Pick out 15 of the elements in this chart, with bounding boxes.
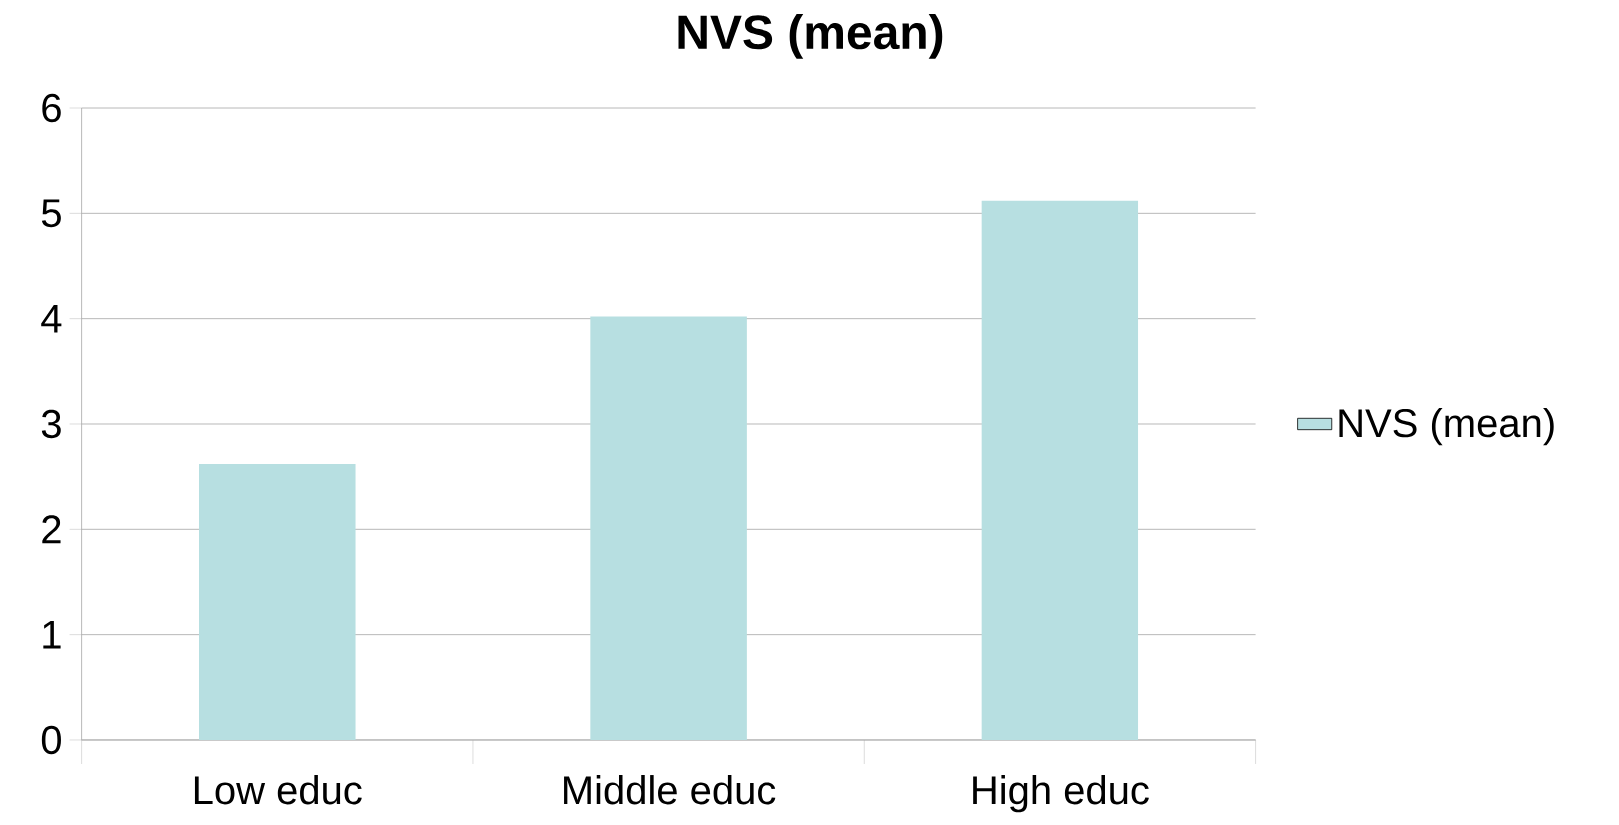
y-tick-label: 1 — [43, 620, 61, 649]
x-tick-label: Low educ — [194, 775, 362, 805]
bar — [199, 464, 356, 740]
bar — [981, 200, 1139, 740]
y-tick-label: 6 — [42, 93, 61, 123]
x-tick-label: Middle educ — [564, 775, 776, 805]
y-tick-label: 4 — [41, 304, 62, 333]
bar — [590, 316, 747, 740]
legend-label: NVS (mean) — [1339, 408, 1554, 446]
y-tick-label: 5 — [41, 199, 61, 228]
y-tick-label: 0 — [41, 725, 61, 755]
y-tick-label: 2 — [42, 515, 61, 544]
chart-title: NVS (mean) — [678, 14, 943, 59]
y-tick-label: 3 — [41, 409, 61, 439]
x-tick-label: High educ — [973, 775, 1149, 813]
